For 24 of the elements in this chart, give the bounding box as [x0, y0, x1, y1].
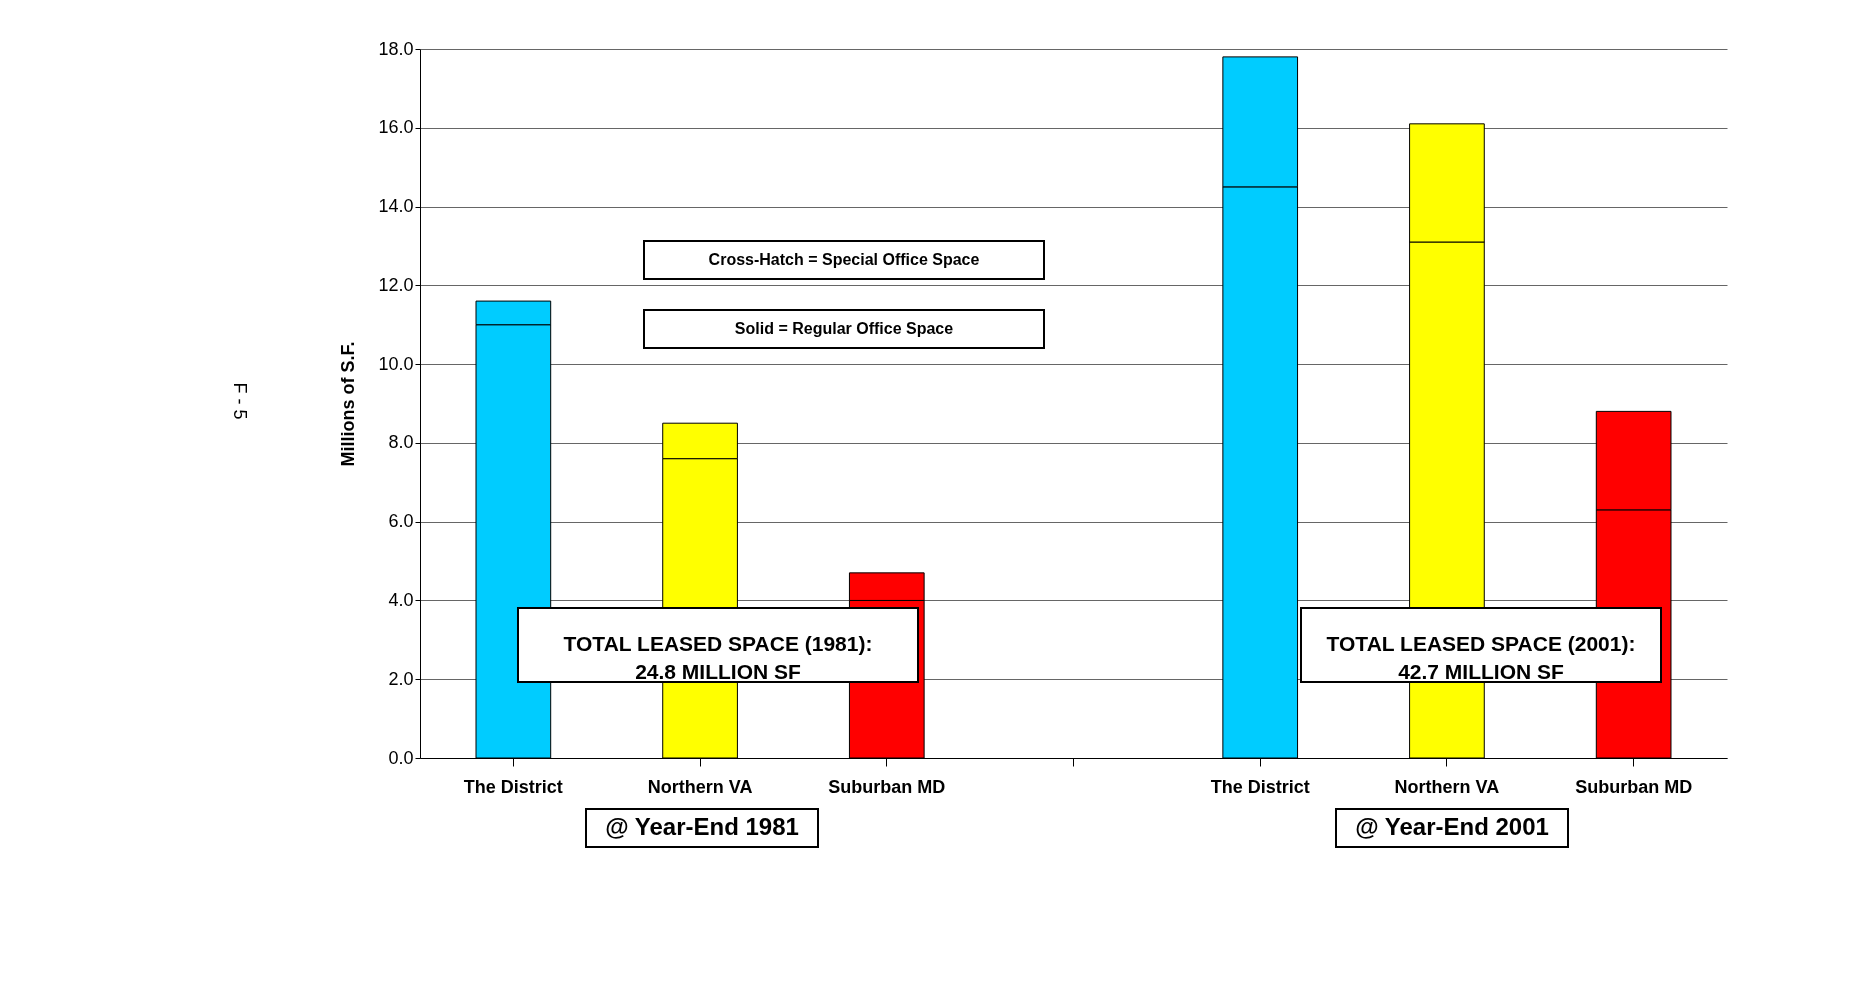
annotation: TOTAL LEASED SPACE (1981): 24.8 MILLION SF — [563, 632, 873, 684]
annotation: Solid = Regular Office Space — [734, 320, 954, 337]
x-tick-label: The District — [1210, 776, 1310, 797]
y-tick-label: 4.0 — [388, 589, 414, 610]
x-tick-label: The District — [463, 776, 563, 797]
y-axis-title: Millions of S.F. — [338, 341, 359, 467]
y-tick-label: 18.0 — [378, 38, 414, 59]
text: F - 5 — [230, 382, 250, 420]
annotation: Cross-Hatch = Special Office Space — [708, 251, 980, 268]
x-tick-label: Suburban MD — [828, 776, 946, 797]
y-tick-label: 14.0 — [378, 196, 414, 217]
y-tick-label: 2.0 — [388, 668, 414, 689]
y-tick-label: 0.0 — [388, 747, 414, 768]
y-tick-label: 8.0 — [388, 432, 414, 453]
text: @ Year-End 2001 — [1355, 813, 1549, 840]
x-tick-label: Suburban MD — [1575, 776, 1693, 797]
x-tick-label: Northern VA — [1394, 776, 1500, 797]
y-tick-label: 10.0 — [378, 353, 414, 374]
text: @ Year-End 1981 — [605, 813, 799, 840]
annotation: TOTAL LEASED SPACE (2001): 42.7 MILLION SF — [1326, 632, 1636, 684]
y-tick-label: 6.0 — [388, 511, 414, 532]
y-tick-label: 16.0 — [378, 117, 414, 138]
x-tick-label: Northern VA — [647, 776, 753, 797]
y-tick-label: 12.0 — [378, 274, 414, 295]
